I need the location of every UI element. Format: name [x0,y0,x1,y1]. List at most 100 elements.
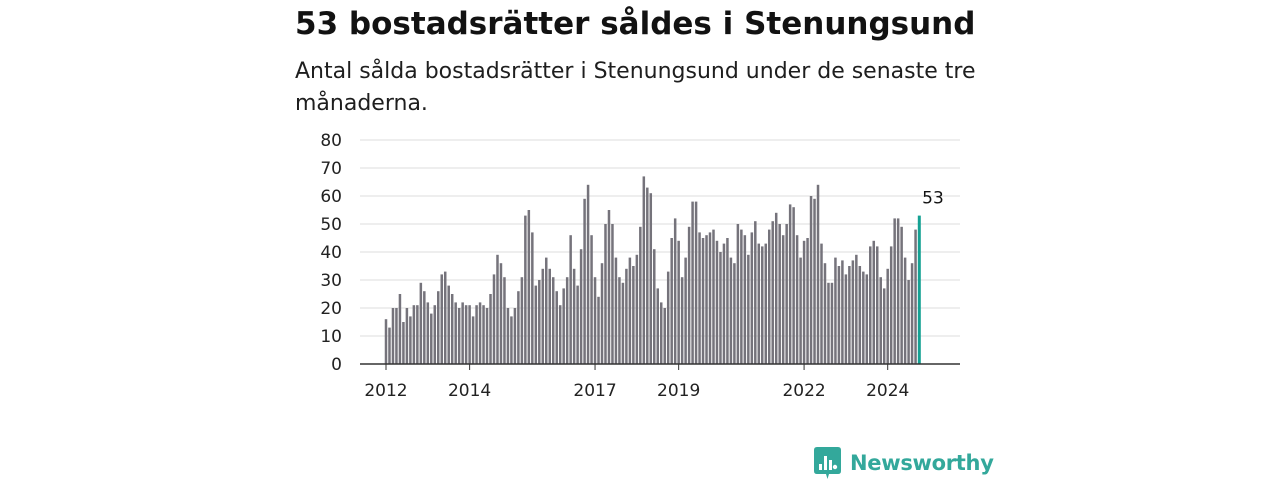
bar [447,285,450,364]
bar [419,282,423,364]
bar [600,263,604,364]
bar [726,238,729,364]
bar [879,277,882,364]
bar [527,210,531,364]
bar [437,291,440,364]
bar [614,257,618,364]
bar [914,229,917,364]
x-tick-label: 2014 [448,381,491,401]
highlight-bar [917,215,921,364]
x-tick-label: 2024 [866,381,909,401]
brand-name: Newsworthy [850,451,994,475]
y-tick-label: 20 [320,299,342,319]
bar [639,226,642,364]
bar [687,226,691,364]
bar [454,302,457,364]
y-tick-label: 10 [320,327,342,347]
bar [684,257,687,364]
bar [405,308,409,364]
bar [722,243,726,364]
bar [402,322,405,364]
newsworthy-logo-icon [814,447,841,479]
bar [562,288,565,364]
bar [625,268,628,364]
x-tick-label: 2019 [657,381,700,401]
bar [656,288,659,364]
bar [384,319,388,364]
bar [423,291,426,364]
bar [673,218,677,364]
bar [663,308,666,364]
chart-subtitle: Antal sålda bostadsrätter i Stenungsund … [295,59,976,116]
bar [806,238,809,364]
bar [889,246,893,364]
bar [538,280,541,364]
bar [813,198,816,364]
bar [534,285,538,364]
bar [747,254,750,364]
bar [666,271,670,364]
bar [426,302,430,364]
bar [409,316,412,364]
bar [468,305,471,364]
bar [524,215,527,364]
bar [680,277,684,364]
bar [653,249,656,364]
bar [503,277,506,364]
y-tick-label: 80 [320,131,342,151]
bar [855,254,858,364]
bar [541,268,545,364]
bar [593,277,597,364]
bar [551,277,555,364]
bar [691,201,694,364]
bar [736,224,740,364]
bar [391,308,395,364]
bar [910,263,914,364]
bar [632,266,635,364]
bar [659,302,663,364]
bar [893,218,896,364]
bar [757,243,761,364]
bar [597,296,600,364]
bar [572,268,576,364]
bar [712,229,715,364]
chart-title: 53 bostadsrätter såldes i Stenungsund [295,6,976,42]
bar [621,282,625,364]
bar [433,305,437,364]
y-tick-label: 50 [320,215,342,235]
bar [875,246,879,364]
bar [827,282,830,364]
bar [457,308,461,364]
y-tick-label: 0 [331,355,342,375]
bar [489,294,492,364]
bar [719,252,722,364]
bar [496,254,499,364]
bar [900,226,903,364]
bar [837,266,841,364]
bar [754,221,757,364]
bar [482,305,485,364]
bar [698,232,701,364]
bar [510,316,513,364]
bar [555,291,558,364]
bar [767,229,771,364]
bar [862,271,865,364]
bar [701,238,705,364]
y-tick-label: 40 [320,243,342,263]
bar [412,305,416,364]
y-tick-label: 70 [320,159,342,179]
x-tick-label: 2022 [782,381,825,401]
bar [499,263,503,364]
bar [882,288,886,364]
highlight-value-label: 53 [922,189,944,209]
bar [517,291,520,364]
bar [646,187,649,364]
bar [834,257,837,364]
bar [851,260,855,364]
bar [907,280,910,364]
bar [841,260,844,364]
axes [360,363,960,370]
bar [520,277,524,364]
